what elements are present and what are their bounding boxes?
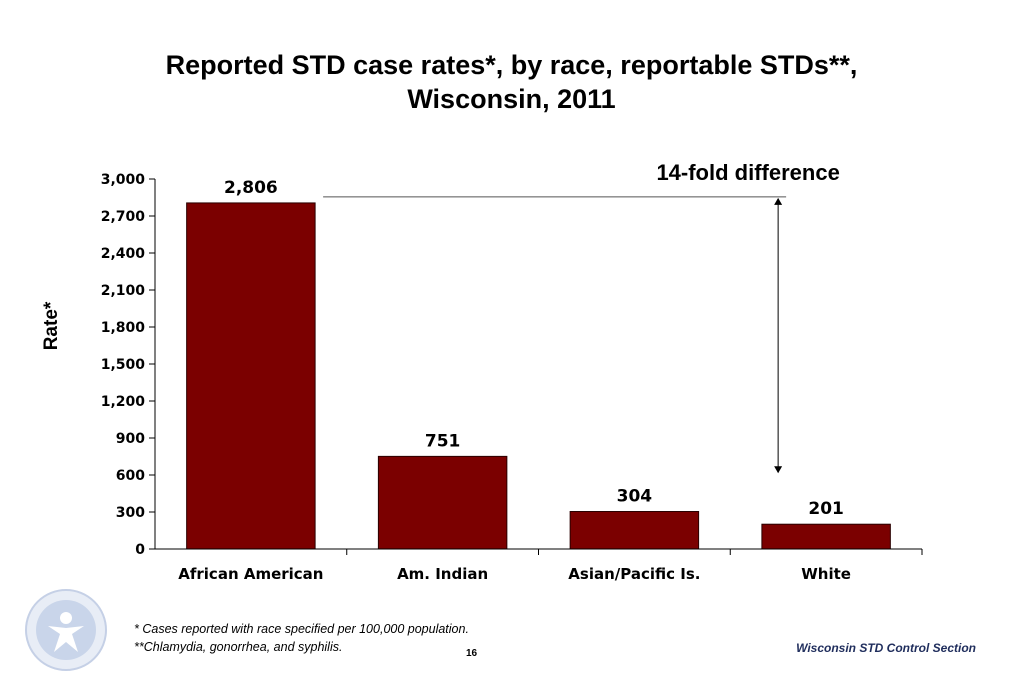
- y-axis-ticks: 0 300 600 900 1,200 1,500 1,800 2,100 2,400 2,700…: [101, 172, 155, 558]
- bar: [761, 523, 891, 550]
- difference-annotation: 14-fold difference: [323, 160, 840, 474]
- category-label: Asian/Pacific Is.: [568, 565, 700, 583]
- y-tick-label: 1,500: [101, 357, 146, 373]
- bar-value-label: 2,806: [224, 178, 278, 198]
- bar: [186, 202, 316, 550]
- chart-title-line1: Reported STD case rates*, by race, repor…: [165, 50, 858, 80]
- bar: [569, 511, 700, 550]
- arrow-down-icon: [774, 466, 783, 474]
- bar-value-label: 751: [425, 431, 461, 451]
- y-tick-label: 2,400: [101, 246, 146, 262]
- y-tick-label: 1,800: [101, 320, 146, 336]
- bar-value-label: 304: [617, 487, 653, 507]
- annotation-text: 14-fold difference: [656, 160, 839, 185]
- bars: [186, 202, 891, 550]
- source-credit: Wisconsin STD Control Section: [796, 641, 976, 655]
- seal-icon: [24, 588, 108, 677]
- y-tick-label: 300: [116, 505, 145, 521]
- chart-title: Reported STD case rates*, by race, repor…: [0, 48, 1023, 116]
- category-label: White: [801, 565, 851, 583]
- y-tick-label: 0: [135, 542, 145, 558]
- chart-title-line2: Wisconsin, 2011: [407, 84, 616, 114]
- bar-value-label: 201: [808, 499, 844, 519]
- category-label: Am. Indian: [397, 565, 488, 583]
- y-tick-label: 600: [116, 468, 145, 484]
- footnotes: * Cases reported with race specified per…: [134, 620, 469, 656]
- bar: [377, 455, 508, 550]
- y-tick-label: 900: [116, 431, 145, 447]
- arrow-up-icon: [774, 197, 783, 205]
- y-tick-label: 2,100: [101, 283, 146, 299]
- y-tick-label: 1,200: [101, 394, 146, 410]
- footnote-rate: * Cases reported with race specified per…: [134, 622, 469, 636]
- category-label: African American: [178, 565, 323, 583]
- value-labels: 2,806 751 304 201: [224, 178, 844, 519]
- category-labels: African American Am. Indian Asian/Pacific …: [178, 549, 923, 583]
- y-tick-label: 2,700: [101, 209, 146, 225]
- y-tick-label: 3,000: [101, 172, 146, 188]
- footnote-stds: **Chlamydia, gonorrhea, and syphilis.: [134, 640, 343, 654]
- page-number: 16: [466, 648, 478, 659]
